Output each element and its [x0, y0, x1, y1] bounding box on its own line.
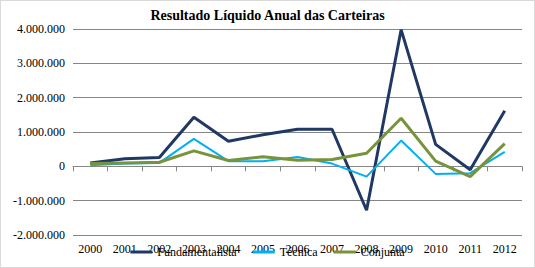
svg-text:Técnica: Técnica	[280, 245, 319, 259]
svg-text:2011: 2011	[458, 242, 482, 256]
svg-text:-2.000.000: -2.000.000	[13, 228, 65, 242]
svg-text:-1.000.000: -1.000.000	[13, 194, 65, 208]
svg-text:0: 0	[59, 159, 65, 173]
svg-text:Fundamentalista: Fundamentalista	[157, 245, 237, 259]
svg-text:2012: 2012	[493, 242, 517, 256]
svg-text:Resultado Líquido Anual das Ca: Resultado Líquido Anual das Carteiras	[150, 8, 385, 23]
svg-text:2.000.000: 2.000.000	[17, 91, 65, 105]
svg-text:1.000.000: 1.000.000	[17, 125, 65, 139]
svg-text:2007: 2007	[320, 242, 344, 256]
svg-text:Conjunta: Conjunta	[361, 245, 406, 259]
svg-text:2005: 2005	[251, 242, 275, 256]
svg-text:2010: 2010	[424, 242, 448, 256]
svg-text:4.000.000: 4.000.000	[17, 22, 65, 36]
svg-text:2001: 2001	[113, 242, 137, 256]
svg-text:3.000.000: 3.000.000	[17, 56, 65, 70]
svg-text:2000: 2000	[78, 242, 102, 256]
